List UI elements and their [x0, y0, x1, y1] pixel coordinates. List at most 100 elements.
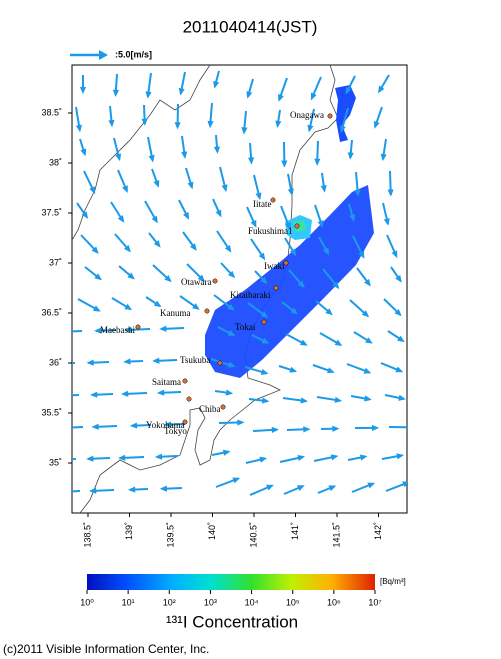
wind-arrow-head: [314, 158, 321, 166]
city-dot: [283, 260, 289, 266]
plume: [205, 185, 374, 378]
wind-arrow-head: [394, 308, 402, 317]
wind-arrow-head: [396, 453, 404, 460]
wind-arrow: [72, 330, 83, 333]
wind-arrow-head: [79, 86, 87, 95]
wind-arrow-head: [289, 366, 298, 373]
wind-arrow-head: [287, 188, 294, 197]
wind-arrow-head: [307, 124, 314, 133]
wind-arrow-head: [122, 185, 128, 193]
city-label: Tokyo: [164, 426, 187, 436]
city-label: Onagawa: [290, 110, 324, 120]
wind-arrow-head: [387, 189, 394, 197]
wind-arrow-head: [237, 419, 245, 426]
city-dot: [294, 223, 300, 229]
wind-arrow-head: [124, 326, 132, 333]
wind-arrows: [54, 70, 407, 496]
lon-tick-label: 141.5˚: [331, 522, 341, 548]
wind-arrow-head: [365, 337, 373, 344]
axes: 38.5˚ 38˚ 37.5˚ 37˚ 36.5˚ 36˚ 35.5˚ 35˚ 138.5˚ 13…: [41, 107, 382, 547]
wind-arrow-head: [118, 454, 126, 461]
wind-arrow-head: [112, 89, 120, 97]
wind-arrow-head: [115, 153, 122, 162]
city-label: Tokai: [235, 322, 256, 332]
wind-arrow-head: [183, 211, 190, 220]
wind-arrow-head: [174, 122, 181, 130]
lat-tick-label: 36˚: [49, 357, 62, 367]
wind-arrow-head: [402, 481, 407, 488]
wind-arrow-head: [367, 482, 376, 489]
wind-arrow-head: [232, 477, 241, 484]
wind-arrow-head: [159, 485, 168, 492]
city-dot: [327, 113, 333, 119]
city-dot: [273, 285, 279, 291]
colorbar-tick-label: 10⁵: [286, 597, 300, 607]
wind-arrow-head: [90, 391, 98, 398]
wind-arrow-head: [260, 276, 268, 285]
wind-arrow-head: [213, 80, 220, 89]
wind-arrow-head: [164, 275, 172, 283]
wind-arrow-head: [153, 179, 160, 188]
colorbar-tick-label: 10⁴: [245, 597, 259, 607]
wind-arrow-head: [317, 220, 324, 228]
city-label: Yokohama: [146, 420, 185, 430]
city-label: Kanuma: [160, 308, 191, 318]
wind-arrow-head: [397, 335, 405, 343]
wind-arrow-head: [289, 248, 297, 257]
wind-arrow-head: [326, 367, 335, 374]
lat-tick-label: 35˚: [49, 457, 62, 467]
wind-arrow-head: [159, 325, 167, 332]
wind-arrow-head: [222, 449, 231, 456]
wind-arrow-head: [224, 245, 232, 253]
wind-arrow-head: [215, 209, 222, 218]
wind-arrow-head: [145, 91, 152, 99]
lat-tick-label: 35.5˚: [41, 407, 62, 417]
wind-arrow-head: [225, 389, 234, 396]
wind-arrow-head: [278, 94, 284, 102]
colorbar-tick-label: 10⁷: [368, 597, 381, 607]
wind-arrow: [72, 490, 81, 493]
wind-arrow-head: [94, 327, 102, 334]
wind-arrow-head: [260, 368, 269, 375]
city-label: Iwaki: [264, 261, 285, 271]
wind-arrow-head: [354, 189, 361, 197]
wind-arrow-head: [62, 328, 69, 334]
wind-arrow-head: [250, 219, 257, 228]
wind-arrow-head: [80, 148, 87, 157]
city-label: Saitama: [152, 377, 181, 387]
wind-arrow-head: [89, 487, 97, 494]
wind-arrow-head: [339, 125, 346, 133]
wind-arrow-head: [371, 424, 380, 432]
scale-arrow: [70, 50, 108, 60]
lon-tick-label: 141˚: [290, 522, 300, 540]
wind-arrow-head: [91, 246, 99, 254]
wind-arrow-head: [398, 394, 406, 401]
wind-arrow: [72, 426, 84, 429]
city-dot: [186, 396, 192, 402]
lat-tick-label: 36.5˚: [41, 307, 62, 317]
wind-arrow-head: [373, 120, 380, 129]
wind-arrow-head: [86, 455, 94, 462]
city-dot: [220, 404, 226, 410]
wind-arrow-head: [227, 329, 236, 337]
wind-arrow-head: [81, 211, 89, 219]
wind-arrow-head: [129, 422, 138, 429]
lon-tick-label: 140˚: [207, 522, 217, 540]
wind-arrow-head: [297, 280, 305, 288]
wind-arrow-head: [153, 240, 161, 248]
wind-arrow-head: [290, 307, 298, 315]
wind-arrow-head: [227, 270, 236, 279]
caption: ¹³¹I Concentration: [166, 612, 298, 631]
title: 2011040414(JST): [183, 17, 318, 36]
wind-arrow-head: [296, 485, 305, 491]
city-dot: [204, 308, 210, 314]
wind-arrow-head: [54, 489, 61, 495]
wind-arrow-head: [75, 124, 83, 133]
wind-arrow-head: [89, 186, 96, 195]
wind-arrow-head: [332, 425, 340, 432]
wind-arrow-head: [187, 181, 194, 190]
wind-arrow-head: [325, 308, 333, 316]
wind-arrow-head: [152, 357, 160, 364]
wind-arrow-head: [334, 339, 343, 346]
wind-arrow-head: [347, 152, 354, 160]
